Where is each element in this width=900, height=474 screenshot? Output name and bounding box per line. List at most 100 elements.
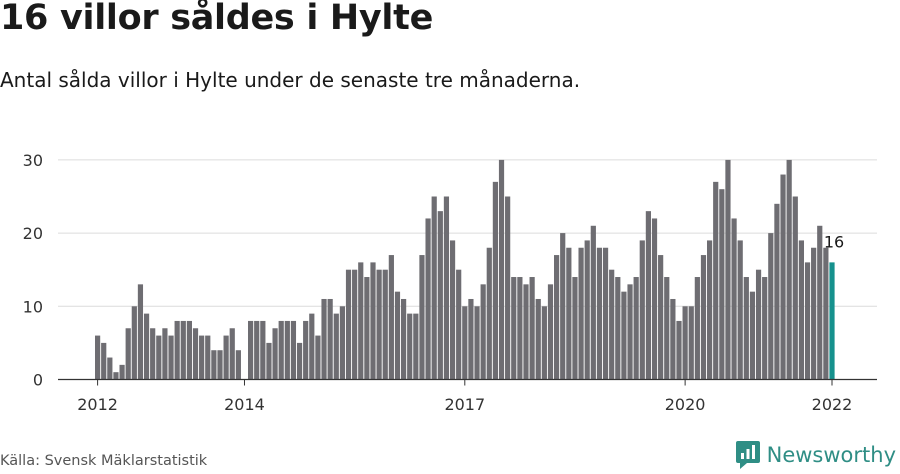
last-value-label: 16 <box>824 232 844 251</box>
bar <box>235 350 241 380</box>
bar <box>211 350 217 380</box>
bar <box>137 284 144 380</box>
bar <box>309 313 315 380</box>
bar <box>694 277 700 380</box>
bar <box>248 320 254 380</box>
bar <box>413 313 419 380</box>
bar <box>627 284 633 380</box>
bar <box>511 277 517 380</box>
bar <box>768 233 774 380</box>
bar-chart: 0 10 20 30 2012 2014 2017 2020 2022 16 <box>23 151 877 414</box>
bar <box>811 247 817 380</box>
brand-logo: Newsworthy <box>735 440 896 470</box>
bar <box>792 196 798 380</box>
y-axis-ticks: 0 10 20 30 <box>23 151 43 390</box>
bar <box>333 313 339 380</box>
bar <box>284 320 290 380</box>
x-tick-label: 2014 <box>224 395 265 414</box>
bar <box>798 240 804 380</box>
bar <box>150 328 156 380</box>
bar <box>749 291 756 380</box>
bar <box>658 255 664 380</box>
bar <box>713 181 719 380</box>
bar <box>633 277 639 380</box>
bar <box>651 218 658 380</box>
grid-lines <box>58 159 877 307</box>
bar <box>180 320 186 380</box>
bar <box>437 211 443 380</box>
bar <box>370 262 376 380</box>
bar <box>303 320 309 380</box>
bar <box>505 196 511 380</box>
bar <box>547 284 554 380</box>
bar <box>719 189 725 380</box>
bar <box>639 240 645 380</box>
bar <box>596 247 603 380</box>
bar <box>229 328 235 380</box>
y-tick-label: 0 <box>33 371 43 390</box>
bar <box>584 240 590 380</box>
bar <box>327 298 333 380</box>
bar <box>376 269 382 380</box>
bar <box>266 342 272 380</box>
bar <box>590 225 596 380</box>
x-axis-ticks: 2012 2014 2017 2020 2022 <box>77 379 853 414</box>
bar <box>804 262 811 380</box>
bar <box>174 320 180 380</box>
bar <box>554 255 560 380</box>
bar <box>119 364 125 380</box>
bar <box>615 277 621 380</box>
bar <box>254 320 260 380</box>
x-tick-label: 2022 <box>812 395 853 414</box>
bar <box>682 306 688 380</box>
bar <box>664 277 670 380</box>
bar <box>480 284 486 380</box>
bar <box>823 247 829 380</box>
bar <box>731 218 737 380</box>
bar <box>456 269 462 380</box>
y-tick-label: 30 <box>23 151 43 170</box>
bar <box>113 372 119 380</box>
bar <box>523 284 529 380</box>
bar <box>315 335 321 380</box>
bar <box>762 277 768 380</box>
bar <box>205 335 211 380</box>
bar <box>645 211 651 380</box>
brand-name: Newsworthy <box>766 443 896 467</box>
x-tick-label: 2017 <box>444 395 485 414</box>
bar <box>401 298 407 380</box>
y-tick-label: 20 <box>23 224 43 243</box>
bar <box>676 320 682 380</box>
bar <box>817 225 823 380</box>
bar <box>609 269 615 380</box>
bar <box>382 269 388 380</box>
bar <box>345 269 352 380</box>
bar <box>725 159 731 380</box>
bar <box>407 313 413 380</box>
bar <box>443 196 450 380</box>
chart-title: 16 villor såldes i Hylte <box>0 0 434 38</box>
bar <box>517 277 523 380</box>
bar <box>419 255 425 380</box>
bar <box>107 357 113 380</box>
bar <box>101 342 107 380</box>
bar <box>278 320 284 380</box>
bar <box>95 335 101 380</box>
bar <box>186 320 192 380</box>
bar <box>535 298 541 380</box>
bar <box>425 218 431 380</box>
bar <box>260 320 266 380</box>
bar <box>223 335 229 380</box>
bar <box>272 328 278 380</box>
bar <box>743 277 749 380</box>
bar <box>156 335 162 380</box>
bar <box>131 306 137 380</box>
bar <box>358 262 364 380</box>
bar <box>774 203 780 380</box>
bar <box>352 269 358 380</box>
chart-subtitle: Antal sålda villor i Hylte under de sena… <box>0 68 581 92</box>
x-tick-label: 2012 <box>77 395 118 414</box>
bar <box>529 277 535 380</box>
bar <box>143 313 150 380</box>
bar <box>449 240 456 380</box>
